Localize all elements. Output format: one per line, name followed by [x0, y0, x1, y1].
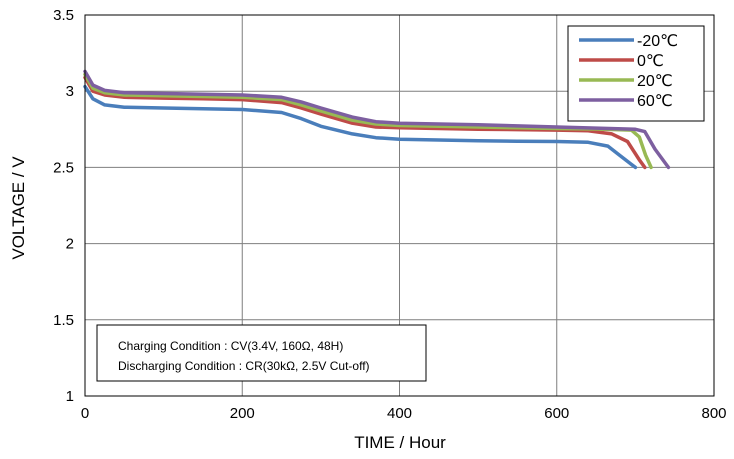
y-axis-title: VOLTAGE / V [9, 156, 28, 260]
x-tick-label: 600 [544, 405, 569, 422]
legend-label: 60℃ [637, 93, 673, 110]
charging-condition-text: Charging Condition : CV(3.4V, 160Ω, 48H) [118, 339, 343, 353]
x-tick-label: 0 [81, 405, 89, 422]
legend: -20℃ 0℃ 20℃ 60℃ [567, 25, 705, 122]
plot-area-border [84, 14, 715, 397]
y-tick-label: 2 [66, 236, 74, 253]
legend-label: 0℃ [637, 53, 664, 70]
series-line [83, 69, 671, 170]
series-line [83, 75, 647, 170]
legend-label: -20℃ [637, 33, 678, 50]
conditions-note: Charging Condition : CV(3.4V, 160Ω, 48H)… [96, 324, 427, 382]
conditions-box [96, 324, 427, 382]
discharging-condition-text: Discharging Condition : CR(30kΩ, 2.5V Cu… [118, 359, 370, 373]
x-axis-title: TIME / Hour [354, 433, 446, 452]
series-lines [83, 69, 671, 170]
x-tick-label: 200 [230, 405, 255, 422]
legend-label: 20℃ [637, 73, 673, 90]
y-tick-label: 1 [66, 388, 74, 405]
y-tick-label: 2.5 [53, 159, 74, 176]
x-tick-label: 800 [701, 405, 726, 422]
x-tick-label: 400 [387, 405, 412, 422]
legend-box [567, 25, 705, 122]
x-axis-ticks: 0 200 400 600 800 [81, 405, 727, 422]
y-tick-label: 3 [66, 83, 74, 100]
y-tick-label: 1.5 [53, 312, 74, 329]
grid-lines [85, 15, 714, 396]
y-tick-label: 3.5 [53, 7, 74, 24]
y-axis-ticks: 1 1.5 2 2.5 3 3.5 [53, 7, 74, 405]
series-line [83, 84, 638, 170]
